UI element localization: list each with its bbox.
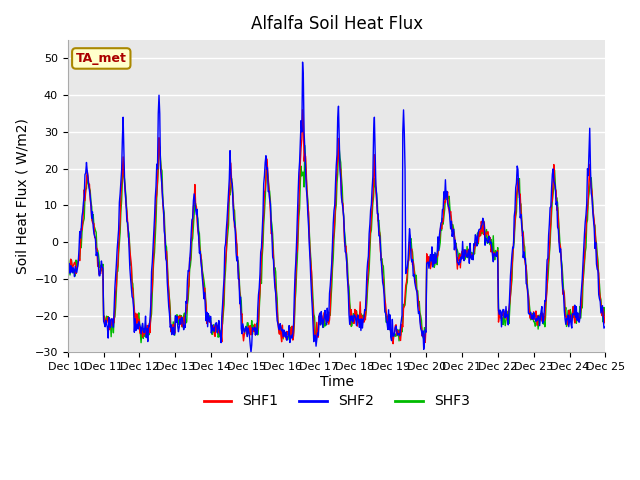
Line: SHF1: SHF1 <box>68 110 605 344</box>
SHF1 <box>184 297 191 303</box>
Line: SHF2: SHF2 <box>68 62 605 352</box>
Line: SHF3: SHF3 <box>68 145 605 343</box>
SHF2 <box>184 277 191 283</box>
Legend: SHF1, SHF2, SHF3: SHF1, SHF2, SHF3 <box>198 389 476 414</box>
Y-axis label: Soil Heat Flux ( W/m2): Soil Heat Flux ( W/m2) <box>15 118 29 274</box>
SHF2 <box>403 264 411 270</box>
SHF2 <box>129 296 137 301</box>
SHF2 <box>602 324 609 329</box>
X-axis label: Time: Time <box>319 375 354 389</box>
SHF3 <box>212 323 220 328</box>
SHF3 <box>419 334 427 340</box>
SHF2 <box>299 59 307 65</box>
Title: Alfalfa Soil Heat Flux: Alfalfa Soil Heat Flux <box>250 15 422 33</box>
SHF3 <box>129 281 137 287</box>
SHF3 <box>301 143 308 148</box>
SHF1 <box>389 341 397 347</box>
SHF1 <box>64 266 72 272</box>
SHF2 <box>247 349 255 355</box>
SHF1 <box>212 322 220 327</box>
SHF3 <box>64 264 72 269</box>
SHF1 <box>129 286 137 292</box>
SHF1 <box>299 107 307 113</box>
SHF2 <box>64 265 72 271</box>
SHF2 <box>212 320 220 326</box>
SHF3 <box>184 297 192 302</box>
SHF2 <box>419 328 427 334</box>
SHF1 <box>602 309 609 314</box>
Text: TA_met: TA_met <box>76 52 127 65</box>
SHF3 <box>403 279 411 285</box>
SHF2 <box>74 265 81 271</box>
SHF3 <box>74 260 81 265</box>
SHF1 <box>419 329 427 335</box>
SHF3 <box>602 309 609 314</box>
SHF3 <box>137 340 145 346</box>
SHF1 <box>74 264 81 270</box>
SHF1 <box>403 270 411 276</box>
